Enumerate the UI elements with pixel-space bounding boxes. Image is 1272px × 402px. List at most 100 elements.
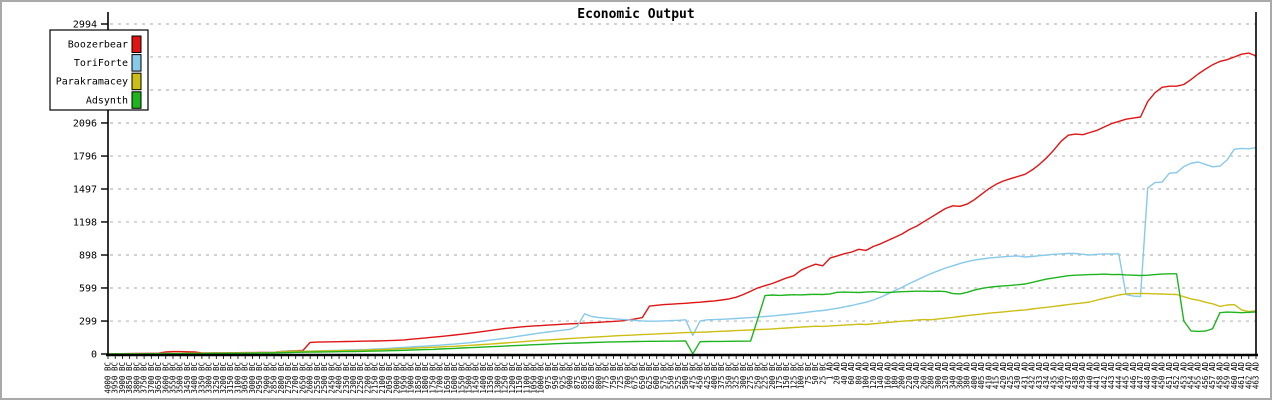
- legend-swatch-toriforte: [131, 54, 142, 72]
- x-tick-label: 3000 BC: [248, 362, 257, 394]
- x-tick-label: 3350 BC: [197, 362, 206, 394]
- x-tick-label: 1100 BC: [522, 362, 531, 394]
- x-tick-label: 380 AD: [963, 362, 972, 390]
- x-tick-label: 3600 BC: [161, 362, 170, 394]
- legend-swatch-parakramacey: [131, 72, 142, 91]
- legend-label-adsynth: Adsynth: [86, 95, 128, 106]
- x-tick-label: 300 BC: [739, 362, 748, 389]
- x-tick-label: 405 AD: [977, 362, 986, 390]
- x-tick-label: 442 AD: [1100, 362, 1109, 390]
- x-tick-label: 350 BC: [724, 362, 733, 389]
- x-tick-label: 445 AD: [1122, 362, 1131, 390]
- x-tick-label: 2100 BC: [378, 362, 387, 394]
- x-tick-label: 435 AD: [1049, 362, 1058, 390]
- x-tick-label: 200 BC: [768, 362, 777, 389]
- x-tick-label: 1750 BC: [428, 362, 437, 394]
- x-tick-label: 1550 BC: [457, 362, 466, 394]
- x-tick-label: 525 BC: [674, 362, 683, 389]
- x-tick-label: 453 AD: [1179, 362, 1188, 390]
- x-tick-label: 1900 BC: [407, 362, 416, 394]
- x-tick-label: 2400 BC: [335, 362, 344, 394]
- x-tick-label: 3300 BC: [205, 362, 214, 394]
- x-tick-label: 320 AD: [941, 362, 950, 390]
- x-tick-label: 1050 BC: [529, 362, 538, 394]
- x-tick-label: 775 BC: [602, 362, 611, 389]
- axis-labels: 0299599898119814971796209623952695299440…: [73, 20, 1261, 394]
- x-tick-label: 650 BC: [638, 362, 647, 389]
- x-tick-label: 2550 BC: [313, 362, 322, 394]
- x-tick-label: 1950 BC: [400, 362, 409, 394]
- y-tick-label: 2994: [73, 20, 97, 31]
- series-lines: [107, 52, 1257, 355]
- x-tick-label: 1600 BC: [450, 362, 459, 394]
- x-tick-label: 180 AD: [890, 362, 899, 390]
- x-tick-label: 600 BC: [652, 362, 661, 389]
- x-tick-label: 260 AD: [919, 362, 928, 390]
- x-tick-label: 2900 BC: [262, 362, 271, 394]
- x-tick-label: 3250 BC: [212, 362, 221, 394]
- legend: Boozerbear ToriForte Parakramacey Adsynth: [49, 29, 149, 111]
- chart-title: Economic Output: [577, 7, 694, 22]
- x-tick-label: 3550 BC: [168, 362, 177, 394]
- x-tick-label: 700 BC: [623, 362, 632, 389]
- x-tick-label: 1700 BC: [436, 362, 445, 394]
- x-tick-label: 280 AD: [927, 362, 936, 390]
- x-tick-label: 175 BC: [775, 362, 784, 389]
- x-tick-label: 550 BC: [667, 362, 676, 389]
- x-tick-label: 150 BC: [782, 362, 791, 389]
- x-tick-label: 100 BC: [797, 362, 806, 389]
- x-tick-label: 1650 BC: [443, 362, 452, 394]
- x-tick-label: 438 AD: [1071, 362, 1080, 390]
- x-tick-label: 446 AD: [1129, 362, 1138, 390]
- x-tick-label: 443 AD: [1107, 362, 1116, 390]
- y-tick-label: 0: [91, 350, 97, 361]
- x-tick-label: 461 AD: [1237, 362, 1246, 390]
- x-tick-label: 3150 BC: [226, 362, 235, 394]
- x-tick-label: 1250 BC: [501, 362, 510, 394]
- legend-label-toriforte: ToriForte: [74, 58, 128, 69]
- x-tick-label: 360 AD: [955, 362, 964, 390]
- x-tick-label: 415 AD: [992, 362, 1001, 390]
- x-tick-label: 457 AD: [1208, 362, 1217, 390]
- x-tick-label: 452 AD: [1172, 362, 1181, 390]
- x-tick-label: 450 AD: [1158, 362, 1167, 390]
- legend-label-boozerbear: Boozerbear: [68, 40, 128, 51]
- x-tick-label: 436 AD: [1057, 362, 1066, 390]
- x-tick-label: 1350 BC: [486, 362, 495, 394]
- x-tick-label: 4000 BC: [104, 362, 113, 394]
- x-tick-label: 25 BC: [818, 362, 827, 385]
- x-tick-label: 3500 BC: [176, 362, 185, 394]
- x-tick-label: 725 BC: [616, 362, 625, 389]
- x-tick-label: 3100 BC: [233, 362, 242, 394]
- x-tick-label: 3900 BC: [118, 362, 127, 394]
- x-tick-label: 1450 BC: [472, 362, 481, 394]
- x-tick-label: 200 AD: [898, 362, 907, 390]
- x-tick-label: 3850 BC: [125, 362, 134, 394]
- x-tick-label: 975 BC: [544, 362, 553, 389]
- x-tick-label: 325 BC: [732, 362, 741, 389]
- x-tick-label: 1500 BC: [465, 362, 474, 394]
- legend-swatch-boozerbear: [131, 35, 142, 53]
- x-tick-label: 3050 BC: [241, 362, 250, 394]
- x-tick-label: 60 AD: [847, 362, 856, 385]
- x-tick-label: 875 BC: [573, 362, 582, 389]
- x-tick-label: 430 AD: [1013, 362, 1022, 390]
- x-tick-label: 2600 BC: [306, 362, 315, 394]
- x-tick-label: 900 BC: [566, 362, 575, 389]
- x-tick-label: 1150 BC: [515, 362, 524, 394]
- x-tick-label: 1850 BC: [414, 362, 423, 394]
- series-parakramacey-line: [107, 292, 1257, 355]
- x-tick-label: 420 AD: [999, 362, 1008, 390]
- x-tick-label: 20 AD: [833, 362, 842, 385]
- x-tick-label: 3650 BC: [154, 362, 163, 394]
- x-tick-label: 100 AD: [862, 362, 871, 390]
- x-tick-label: 1800 BC: [421, 362, 430, 394]
- y-tick-label: 299: [79, 317, 97, 328]
- x-tick-label: 2050 BC: [385, 362, 394, 394]
- x-tick-label: 925 BC: [558, 362, 567, 389]
- x-tick-label: 400 BC: [710, 362, 719, 389]
- legend-swatch-adsynth: [131, 91, 142, 109]
- x-tick-label: 3450 BC: [183, 362, 192, 394]
- y-tick-label: 1198: [73, 217, 97, 228]
- x-tick-label: 825 BC: [587, 362, 596, 389]
